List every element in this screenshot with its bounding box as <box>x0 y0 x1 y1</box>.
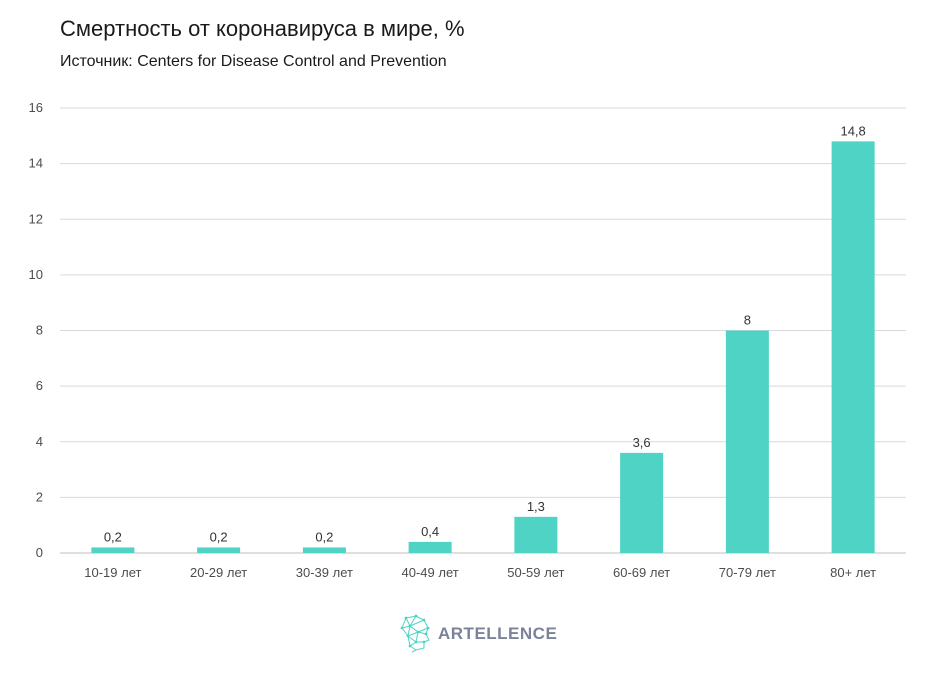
data-label: 3,6 <box>633 435 651 450</box>
x-category-label: 40-49 лет <box>402 565 459 580</box>
data-label: 0,2 <box>104 529 122 544</box>
y-tick-label: 14 <box>29 156 43 171</box>
data-label: 0,2 <box>210 529 228 544</box>
chart-source: Источник: Centers for Disease Control an… <box>60 53 447 70</box>
chart-title: Смертность от коронавируса в мире, % <box>60 16 465 41</box>
logo-text: ARTELLENCE <box>438 624 558 643</box>
x-category-label: 70-79 лет <box>719 565 776 580</box>
y-tick-label: 0 <box>36 545 43 560</box>
data-label: 1,3 <box>527 499 545 514</box>
bar-2 <box>302 547 346 553</box>
x-category-label: 10-19 лет <box>84 565 141 580</box>
data-label: 0,4 <box>421 524 439 539</box>
y-axis-ticks: 0 2 4 6 8 10 12 14 16 <box>29 100 43 560</box>
bar-3 <box>408 541 452 553</box>
y-tick-label: 8 <box>36 323 43 338</box>
grid <box>60 107 906 554</box>
data-label: 8 <box>744 313 751 328</box>
data-labels: 0,2 0,2 0,2 0,4 1,3 3,6 8 14,8 <box>104 123 866 544</box>
x-category-label: 80+ лет <box>830 565 876 580</box>
data-label: 0,2 <box>315 529 333 544</box>
bar-7 <box>831 141 875 553</box>
y-tick-label: 6 <box>36 378 43 393</box>
bars <box>91 141 875 553</box>
x-axis-categories: 10-19 лет 20-29 лет 30-39 лет 40-49 лет 50-5… <box>84 565 876 580</box>
y-tick-label: 12 <box>29 211 43 226</box>
head-profile-icon <box>400 614 430 653</box>
data-label: 14,8 <box>840 123 865 138</box>
bar-0 <box>91 547 135 553</box>
artellence-logo: ARTELLENCE <box>396 614 557 654</box>
bar-5 <box>620 452 664 553</box>
y-tick-label: 2 <box>36 489 43 504</box>
bar-4 <box>514 516 558 553</box>
y-tick-label: 16 <box>29 100 43 115</box>
bar-chart: 0 2 4 6 8 10 12 14 16 0,2 0,2 0,2 0,4 1,3 3,6 8 14,8 10… <box>29 100 906 580</box>
x-category-label: 50-59 лет <box>507 565 564 580</box>
bar-1 <box>197 547 241 553</box>
x-category-label: 30-39 лет <box>296 565 353 580</box>
x-category-label: 20-29 лет <box>190 565 247 580</box>
y-tick-label: 10 <box>29 267 43 282</box>
y-tick-label: 4 <box>36 434 43 449</box>
bar-6 <box>725 330 769 553</box>
x-category-label: 60-69 лет <box>613 565 670 580</box>
